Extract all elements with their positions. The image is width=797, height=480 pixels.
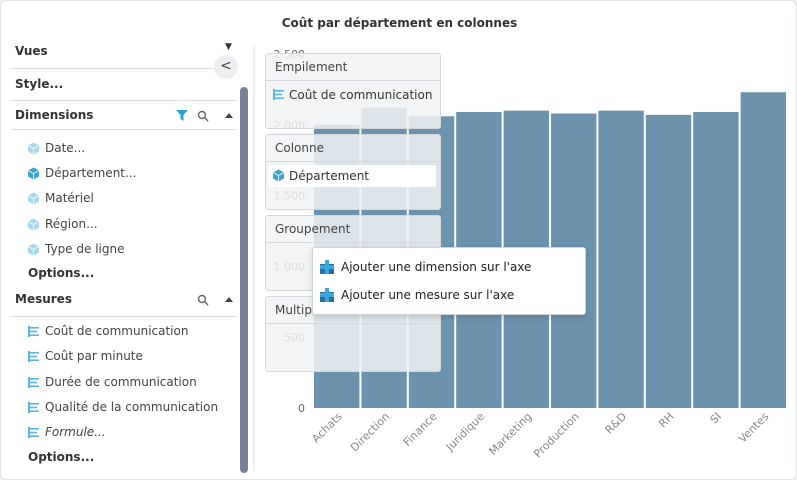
separator — [11, 129, 236, 130]
cube-icon — [27, 218, 40, 231]
drop-zone-line — [266, 80, 440, 81]
measure-icon — [28, 351, 39, 363]
x-tick-label: SI — [708, 410, 724, 426]
dimension-item[interactable]: Région... — [45, 216, 98, 231]
drop-zone-line — [266, 323, 440, 324]
measures-title: Mesures — [15, 292, 72, 306]
bar — [645, 114, 692, 408]
x-tick-label: Juridique — [443, 410, 487, 454]
plus-icon — [320, 260, 334, 274]
drop-zone-line — [266, 242, 440, 243]
dimension-item[interactable]: Département... — [45, 166, 137, 181]
measure-icon — [273, 89, 284, 100]
menu-item[interactable]: Ajouter une dimension sur l'axe — [341, 260, 532, 274]
context-menu: Ajouter une dimension sur l'axe Ajouter u… — [312, 247, 586, 315]
cube-icon — [272, 169, 285, 182]
dimension-item[interactable]: Date... — [45, 141, 86, 155]
measure-item[interactable]: Qualité de la communication — [45, 399, 219, 414]
drop-zone[interactable]: Empilement Coût de communication — [265, 53, 441, 129]
cube-icon — [27, 243, 40, 256]
x-tick-label: Marketing — [486, 410, 534, 458]
x-tick-label: Production — [531, 410, 582, 461]
x-tick-label: Finance — [401, 410, 440, 449]
measure-item[interactable]: Formule... — [45, 425, 106, 440]
title: Coût par département en colonnes — [281, 16, 518, 30]
cube-icon — [27, 142, 40, 155]
measure-tools[interactable] — [196, 293, 236, 307]
options[interactable]: Options... — [28, 450, 95, 464]
dimension-item[interactable]: Matériel — [45, 191, 94, 206]
drop-zone-title: Colonne — [275, 141, 324, 155]
x-tick-label: RH — [656, 410, 676, 430]
dimension-tools[interactable] — [176, 109, 236, 123]
separator — [11, 100, 236, 101]
scrollbar[interactable] — [240, 87, 248, 473]
y-tick-label: 0 — [298, 402, 305, 415]
drop-zone-title: Empilement — [275, 60, 348, 74]
bar — [740, 92, 786, 409]
drop-zone-item[interactable]: Coût de communication — [268, 84, 436, 106]
dimension-item[interactable]: Type de ligne — [45, 241, 125, 256]
cube-icon — [27, 167, 40, 180]
measure-icon — [28, 376, 39, 388]
drop-zone-title: Groupement — [275, 222, 351, 236]
plus-icon — [320, 288, 334, 302]
drop-zone-item-label: Coût de communication — [289, 88, 433, 102]
arrow[interactable]: ▼ — [225, 42, 232, 52]
collapse-button[interactable]: < — [214, 55, 238, 79]
drop-zone-item-label: Département — [289, 169, 369, 183]
drop-zone[interactable]: Colonne Département — [265, 134, 441, 210]
drop-zone-line — [266, 161, 440, 162]
dimensions-title: Dimensions — [15, 108, 94, 122]
style[interactable]: Style... — [15, 77, 64, 91]
bar — [693, 112, 739, 408]
bar — [598, 110, 644, 408]
separator — [11, 316, 236, 317]
cube-icon — [27, 192, 40, 205]
measure-item[interactable]: Durée de communication — [45, 374, 197, 389]
menu-item[interactable]: Ajouter une mesure sur l'axe — [341, 288, 515, 302]
x-tick-label: R&D — [603, 410, 630, 437]
x-tick-label: Ventes — [736, 410, 772, 446]
separator — [11, 68, 236, 69]
measure-item[interactable]: Coût par minute — [45, 349, 143, 364]
measure-icon — [28, 326, 39, 337]
views[interactable]: Vues — [15, 44, 48, 58]
x-tick-label: Direction — [348, 410, 392, 454]
options[interactable]: Options... — [28, 266, 95, 280]
drop-zone-item[interactable]: Département — [268, 165, 436, 187]
measure-icon — [28, 427, 39, 439]
x-tick-label: Achats — [309, 410, 345, 446]
measure-icon — [28, 401, 39, 413]
measure-item[interactable]: Coût de communication — [45, 324, 189, 338]
